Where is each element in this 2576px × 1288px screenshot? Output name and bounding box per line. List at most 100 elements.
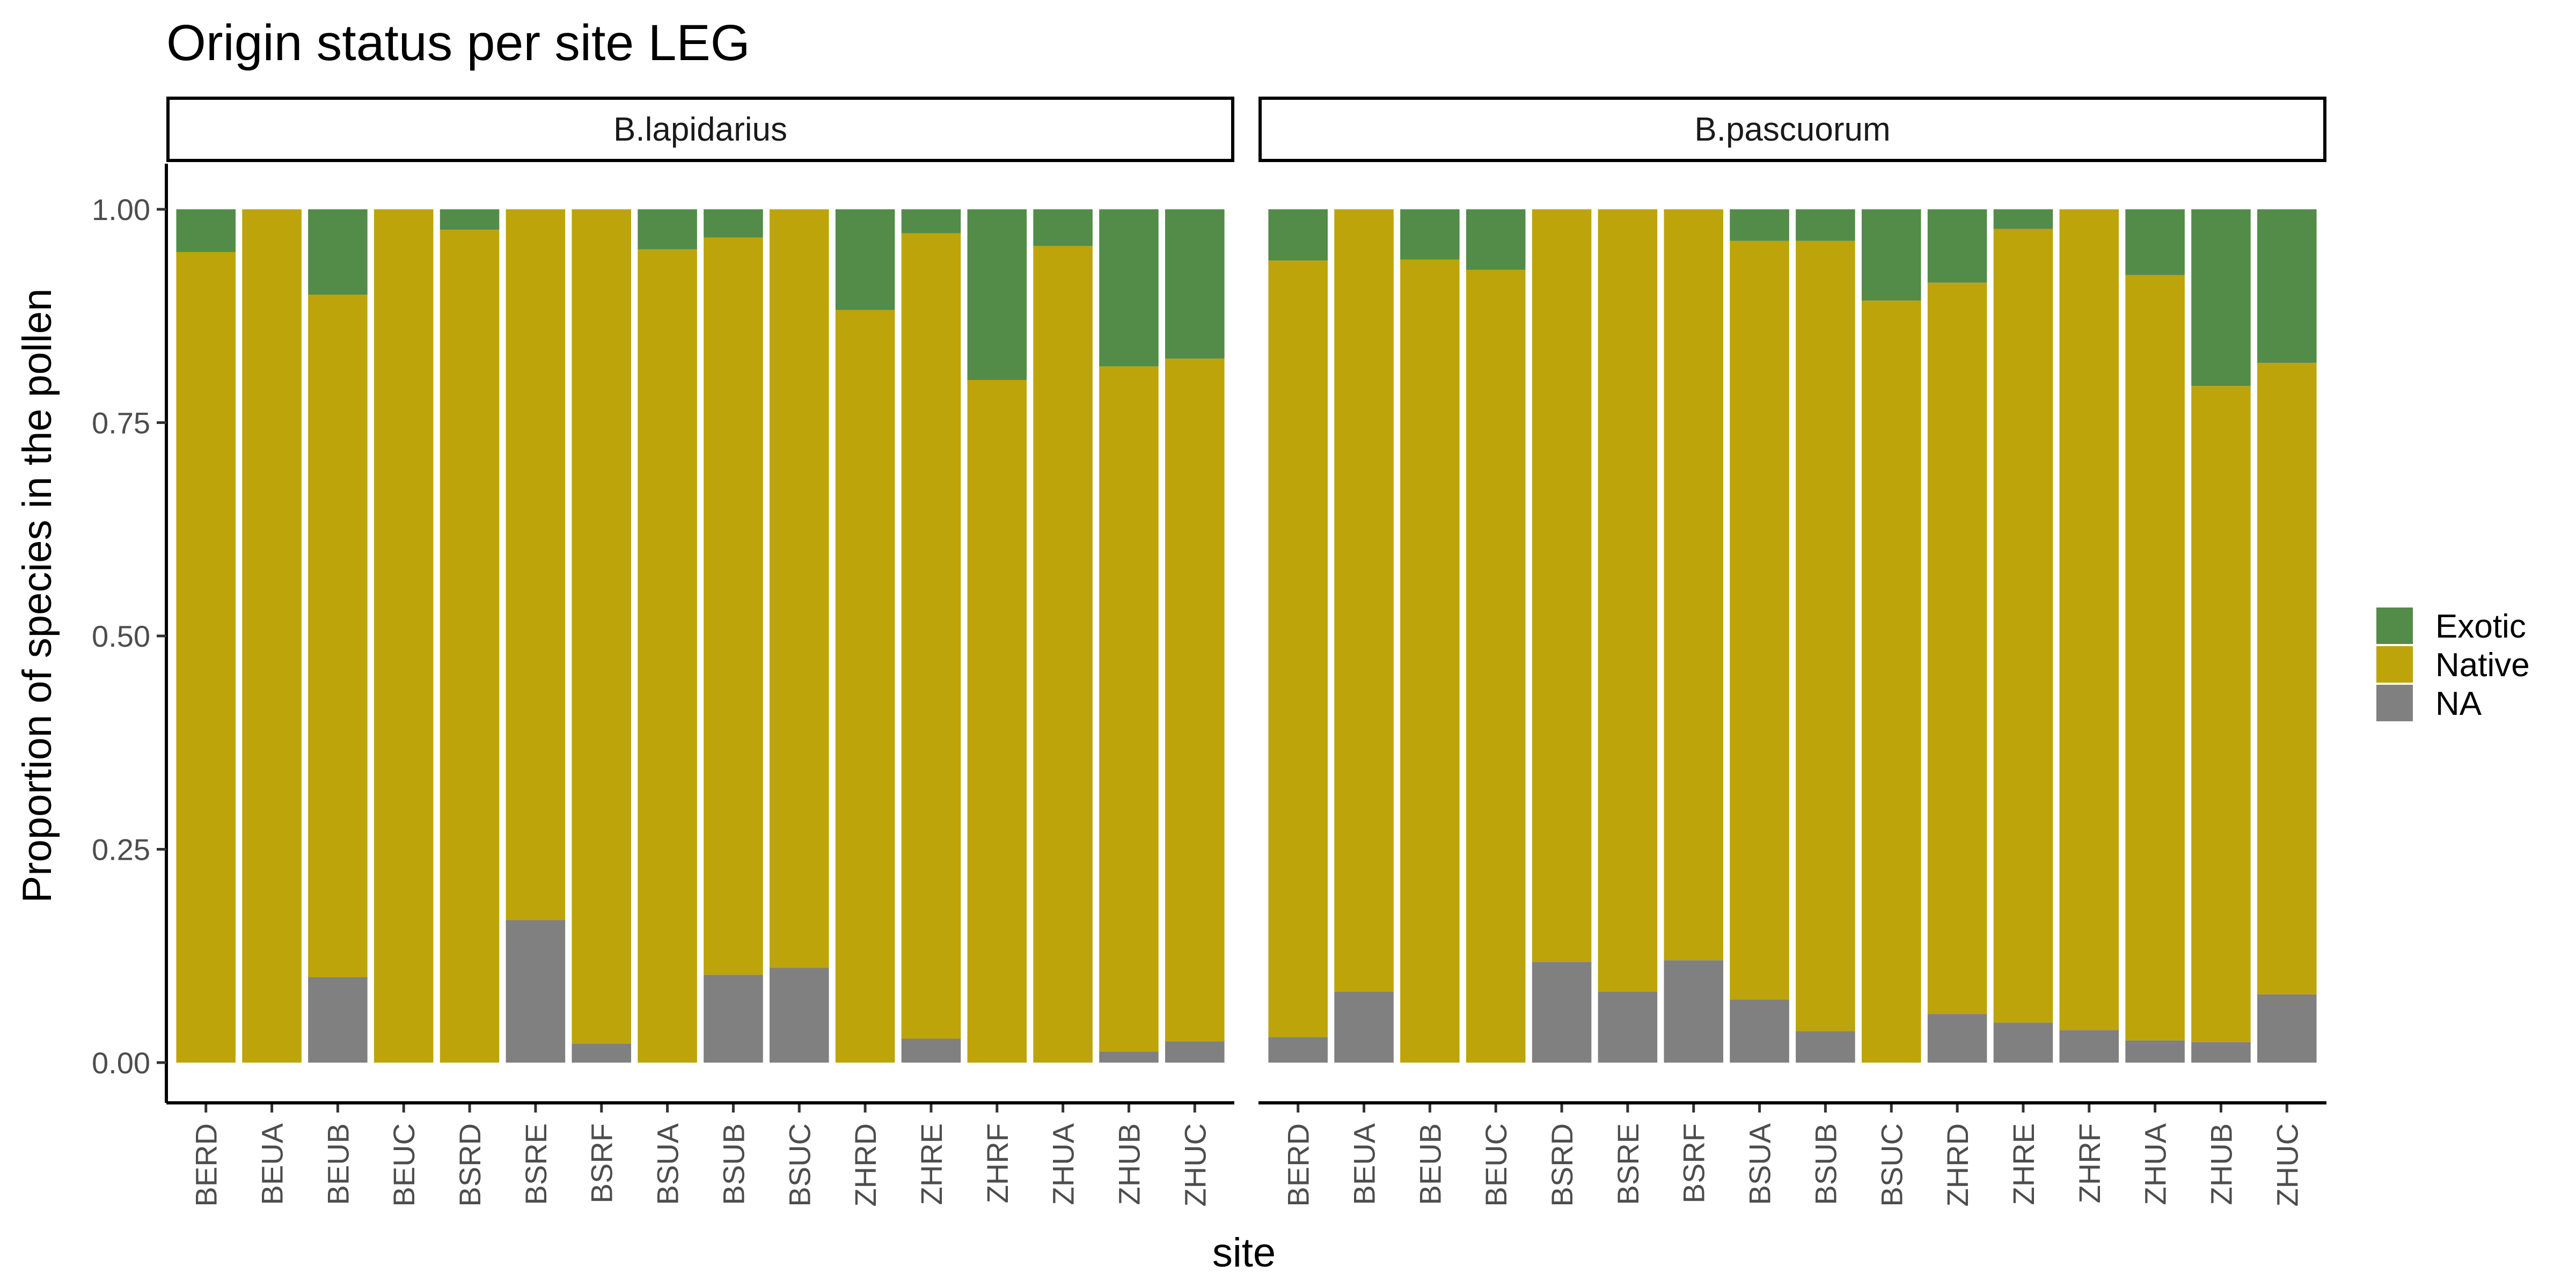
bar-segment-exotic xyxy=(967,209,1027,380)
bar-segment-native xyxy=(308,295,368,977)
bar-segment-exotic xyxy=(835,209,895,310)
bar-segment-native xyxy=(1033,246,1093,1063)
x-tick-label: ZHUB xyxy=(1112,1123,1146,1205)
x-tick-label: ZHRF xyxy=(2073,1123,2106,1203)
bar-segment-native xyxy=(176,252,236,1063)
bar-segment-exotic xyxy=(1165,209,1225,359)
bar-segment-exotic xyxy=(1730,209,1789,241)
y-tick-label: 1.00 xyxy=(92,193,150,226)
x-tick-label: BSRD xyxy=(1545,1123,1579,1207)
x-tick-label: BSUB xyxy=(1809,1123,1842,1205)
bar-segment-native xyxy=(2257,363,2317,994)
bar-segment-exotic xyxy=(1927,209,1987,283)
bar-segment-na xyxy=(2059,1030,2119,1063)
chart-title: Origin status per site LEG xyxy=(166,14,750,71)
bar-segment-native xyxy=(572,209,632,1044)
bar-segment-na xyxy=(1993,1022,2053,1063)
facet-strip-label: B.lapidarius xyxy=(613,111,787,148)
bar-segment-na xyxy=(901,1038,961,1063)
bar-segment-native xyxy=(704,237,763,975)
y-tick-label: 0.25 xyxy=(92,833,150,867)
x-tick-label: BEUC xyxy=(1479,1123,1513,1207)
x-tick-label: ZHUB xyxy=(2204,1123,2238,1205)
x-tick-label: ZHUA xyxy=(1046,1123,1080,1205)
bar-segment-na xyxy=(572,1044,632,1063)
bar-segment-native xyxy=(1400,259,1460,1063)
bar-segment-native xyxy=(1268,260,1328,1037)
bar-segment-na xyxy=(1334,992,1394,1063)
bar-segment-native xyxy=(1730,240,1789,1000)
bar-segment-exotic xyxy=(1861,209,1921,301)
legend-label: Exotic xyxy=(2435,608,2526,645)
bar-segment-na xyxy=(1598,992,1658,1063)
bar-segment-na xyxy=(2191,1042,2251,1063)
bar-segment-exotic xyxy=(308,209,368,295)
bar-segment-exotic xyxy=(1796,209,1855,241)
x-tick-label: BEUA xyxy=(255,1123,289,1205)
bar-segment-exotic xyxy=(1466,209,1526,270)
y-tick-label: 0.75 xyxy=(92,406,150,440)
x-tick-label: ZHRF xyxy=(980,1123,1014,1203)
bar-segment-exotic xyxy=(2125,209,2185,275)
y-axis-title: Proportion of species in the pollen xyxy=(14,289,60,903)
x-tick-label: ZHRD xyxy=(1941,1123,1974,1207)
bar-segment-native xyxy=(1664,209,1724,961)
bar-segment-native xyxy=(242,209,302,1063)
x-tick-label: ZHUA xyxy=(2139,1123,2172,1205)
legend-key-na xyxy=(2376,685,2413,721)
bar-segment-na xyxy=(1730,999,1789,1063)
bar-segment-native xyxy=(1466,269,1526,1063)
facet-panel: B.pascuorum BERD BEUA BEUB BEUC BSRD BSRE BSRF B… xyxy=(1258,97,2326,1207)
bar-segment-na xyxy=(704,975,763,1063)
bar-segment-exotic xyxy=(1993,209,2053,229)
facet-strip xyxy=(166,97,1234,162)
x-tick-label: BERD xyxy=(1282,1123,1315,1207)
bar-segment-native xyxy=(1099,366,1159,1052)
x-tick-label: ZHRE xyxy=(2007,1123,2040,1205)
bar-segment-native xyxy=(1861,301,1921,1063)
facet-strip-label: B.pascuorum xyxy=(1694,111,1890,148)
bar-segment-exotic xyxy=(176,209,236,252)
bar-segment-na xyxy=(506,920,566,1063)
x-tick-label: BSUC xyxy=(1875,1123,1908,1207)
x-tick-label: BEUA xyxy=(1348,1123,1381,1205)
bar-segment-native xyxy=(1334,209,1394,992)
bar-segment-native xyxy=(2125,275,2185,1041)
bar-segment-na xyxy=(1532,962,1592,1063)
bar-segment-native xyxy=(374,209,434,1063)
x-tick-label: BSUA xyxy=(1743,1123,1777,1205)
x-tick-label: BEUB xyxy=(321,1123,355,1205)
bar-segment-na xyxy=(308,977,368,1063)
bar-segment-na xyxy=(769,968,829,1063)
x-tick-label: BSRD xyxy=(453,1123,487,1207)
bar-segment-exotic xyxy=(1268,209,1328,261)
bar-segment-na xyxy=(1796,1031,1855,1063)
x-tick-label: BSUA xyxy=(651,1123,685,1205)
legend-label: NA xyxy=(2435,685,2482,722)
x-tick-label: BEUB xyxy=(1413,1123,1447,1205)
facet-panels: B.lapidarius BERD BEUA BEUB BEUC BSRD BSRE BSRF… xyxy=(92,97,2326,1207)
facet-strip xyxy=(1258,97,2326,162)
bar-segment-native xyxy=(967,380,1027,1063)
x-tick-label: BSRF xyxy=(1677,1123,1711,1203)
legend-key-native xyxy=(2376,646,2413,683)
facet-panel: B.lapidarius BERD BEUA BEUB BEUC BSRD BSRE BSRF… xyxy=(92,97,1234,1207)
x-tick-label: BSRE xyxy=(1611,1123,1645,1205)
bar-segment-native xyxy=(1796,240,1855,1031)
bar-segment-native xyxy=(638,249,697,1063)
bar-segment-na xyxy=(1165,1041,1225,1063)
bar-segment-exotic xyxy=(1033,209,1093,246)
bar-segment-na xyxy=(2125,1040,2185,1063)
bar-segment-na xyxy=(1927,1014,1987,1063)
bar-segment-na xyxy=(1664,960,1724,1063)
bar-segment-exotic xyxy=(704,209,763,238)
bar-segment-native xyxy=(1993,229,2053,1023)
x-tick-label: ZHUC xyxy=(1178,1123,1212,1207)
x-tick-label: BERD xyxy=(189,1123,223,1207)
bar-segment-native xyxy=(769,209,829,968)
legend-key-exotic xyxy=(2376,608,2413,644)
bar-segment-exotic xyxy=(1099,209,1159,367)
x-tick-label: ZHRE xyxy=(914,1123,948,1205)
